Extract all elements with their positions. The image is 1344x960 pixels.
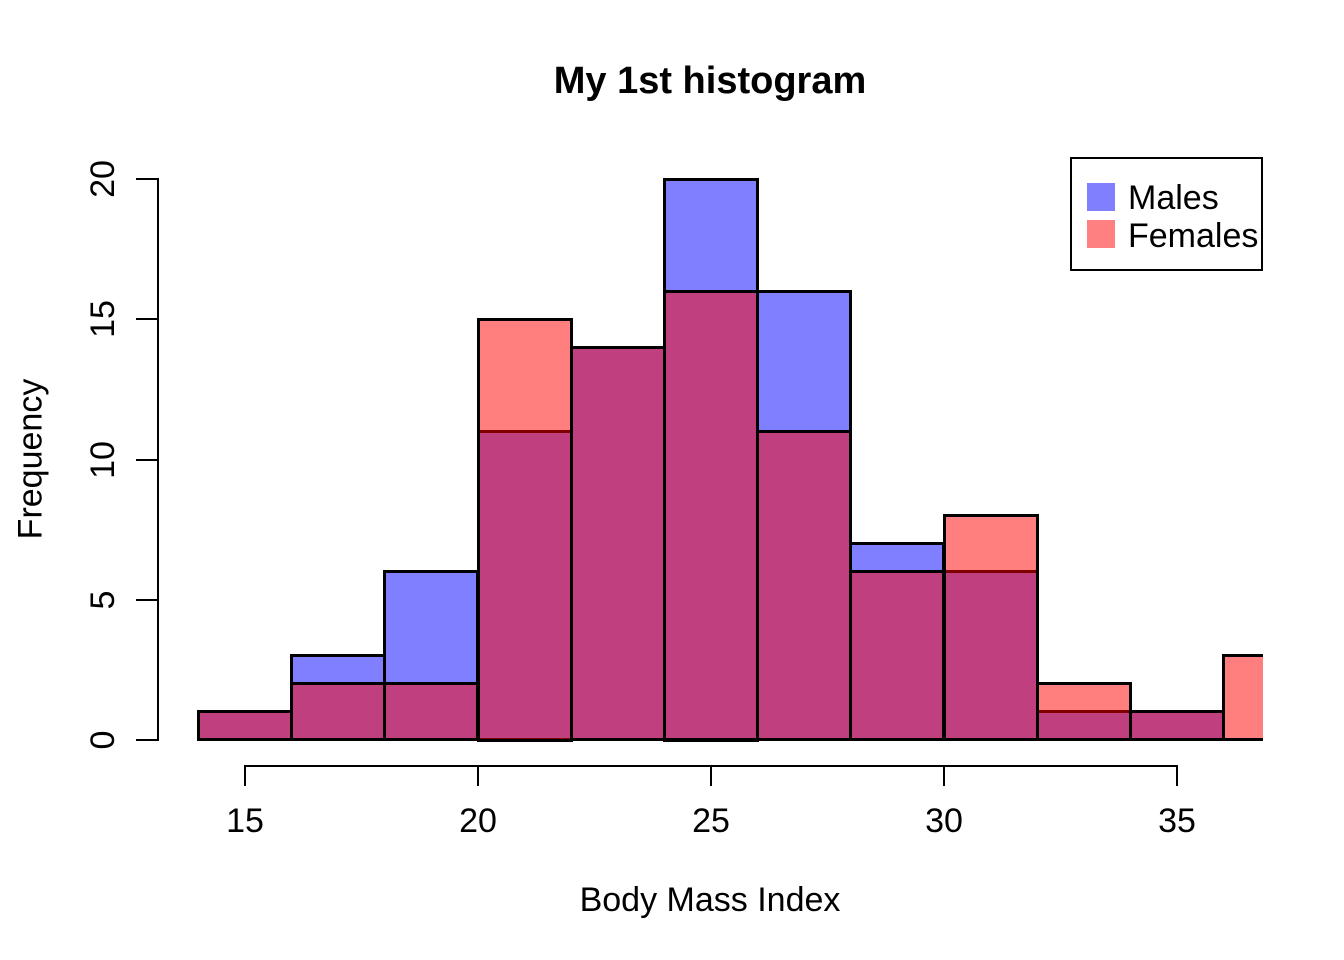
histogram-bar-females-20-22 — [476, 317, 573, 742]
x-tick-label-25: 25 — [692, 802, 730, 840]
histogram-bar-females-26-28 — [756, 429, 853, 742]
x-tick-30 — [943, 765, 945, 786]
y-tick-label-10: 10 — [84, 440, 122, 479]
legend-label-males: Males — [1128, 179, 1219, 217]
chart-title: My 1st histogram — [553, 60, 867, 102]
x-tick-25 — [710, 765, 712, 786]
y-tick-0 — [136, 739, 157, 741]
legend-swatch-males — [1087, 183, 1115, 211]
y-tick-label-5: 5 — [84, 590, 122, 610]
y-tick-20 — [136, 178, 157, 180]
histogram-bar-females-18-20 — [383, 682, 480, 742]
x-tick-20 — [477, 765, 479, 786]
y-axis-line — [157, 178, 159, 741]
legend: Males Females — [1070, 157, 1263, 271]
y-tick-5 — [136, 598, 157, 601]
x-tick-label-35: 35 — [1158, 802, 1196, 840]
x-axis-label: Body Mass Index — [579, 881, 841, 919]
y-tick-label-15: 15 — [84, 300, 122, 339]
histogram-bar-females-32-34 — [1035, 682, 1132, 742]
x-tick-label-20: 20 — [459, 802, 497, 840]
y-tick-label-0: 0 — [84, 730, 122, 750]
histogram-bar-females-36-38 — [1222, 654, 1263, 742]
x-tick-15 — [244, 765, 246, 786]
plot-area — [157, 157, 1263, 765]
y-tick-10 — [136, 458, 157, 461]
x-tick-label-30: 30 — [925, 802, 963, 840]
histogram-bar-females-22-24 — [569, 345, 666, 742]
x-tick-label-15: 15 — [226, 802, 264, 840]
histogram-bar-females-16-18 — [290, 682, 387, 742]
histogram-bar-females-34-36 — [1128, 710, 1226, 742]
histogram-bar-females-14-16 — [196, 710, 294, 742]
y-tick-label-20: 20 — [84, 160, 122, 198]
histogram-bar-females-30-32 — [942, 514, 1039, 742]
histogram-bar-females-24-26 — [662, 289, 760, 742]
legend-swatch-females — [1087, 220, 1115, 248]
legend-label-females: Females — [1128, 217, 1259, 255]
x-tick-35 — [1176, 765, 1178, 786]
y-tick-15 — [136, 318, 157, 321]
histogram-bar-females-28-30 — [849, 570, 946, 742]
